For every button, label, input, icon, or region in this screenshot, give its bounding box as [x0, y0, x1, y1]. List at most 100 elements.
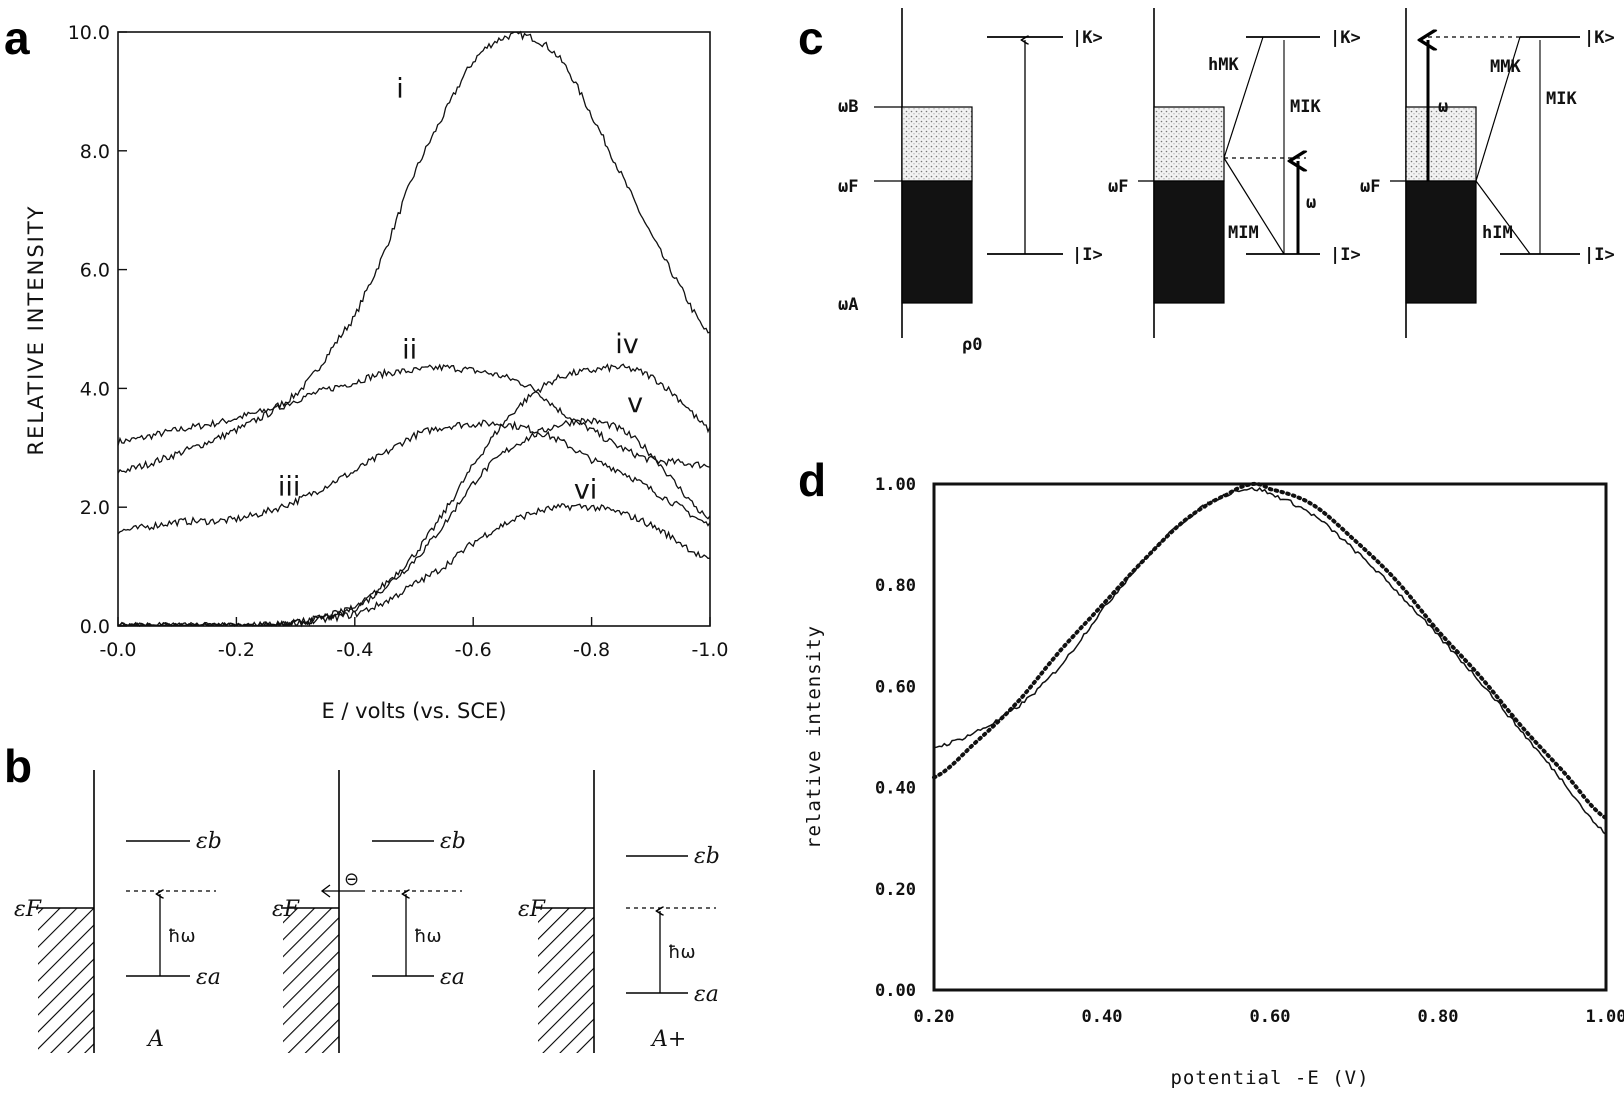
chart-a-xlabel: E / volts (vs. SCE): [321, 699, 506, 723]
state-K-label: |K>: [1584, 28, 1615, 48]
panel-label-b: b: [4, 740, 32, 792]
y-tick-label: 0.40: [875, 779, 916, 799]
state-label-A-plus: A+: [650, 1027, 686, 1052]
chart-a-x-ticks: -0.0 -0.2 -0.4 -0.6 -0.8 -1.0: [99, 617, 729, 661]
photon-label: ħω: [414, 926, 442, 947]
y-tick-label: 6.0: [80, 260, 110, 282]
y-tick-label: 8.0: [80, 141, 110, 163]
diagram-b-ion: εF εb ħω εa A+: [518, 770, 720, 1053]
curve-label-ii: ii: [402, 335, 417, 366]
curve-iii: [117, 419, 711, 535]
y-tick-label: 10.0: [68, 22, 110, 44]
y-tick-label: 0.00: [875, 981, 916, 1001]
x-tick-label: -0.8: [573, 639, 610, 661]
state-I-label: |I>: [1072, 245, 1103, 265]
curve-v: [118, 417, 711, 628]
omega-F-label: ωF: [1108, 177, 1128, 197]
x-tick-label: -1.0: [691, 639, 728, 661]
fermi-level-label: εF: [272, 897, 300, 922]
level-a-label: εa: [196, 965, 221, 990]
level-b-label: εb: [694, 844, 720, 869]
y-tick-label: 2.0: [80, 497, 110, 519]
h-MK-label: hMK: [1208, 55, 1239, 75]
state-I-label: |I>: [1584, 245, 1615, 265]
metal-hatch: [283, 908, 339, 1053]
diagram-b-neutral: εF εb ħω εa A: [14, 770, 222, 1053]
metal-hatch: [538, 908, 594, 1053]
state-K-label: |K>: [1330, 28, 1361, 48]
level-b-label: εb: [440, 829, 466, 854]
omega-B-label: ωB: [838, 97, 858, 117]
M-MK-label: MMK: [1490, 57, 1521, 77]
chart-d-ylabel: relative intensity: [803, 625, 825, 849]
y-tick-label: 4.0: [80, 378, 110, 400]
omega-label: ω: [1438, 97, 1448, 117]
rho-label: ρ0: [962, 335, 982, 355]
y-tick-label: 0.80: [875, 576, 916, 596]
omega-F-label: ωF: [838, 177, 858, 197]
level-a-label: εa: [440, 965, 465, 990]
curve-label-v: v: [627, 388, 643, 419]
level-a-label: εa: [694, 982, 719, 1007]
curve-label-i: i: [396, 73, 404, 104]
state-I-label: |I>: [1330, 245, 1361, 265]
panel-label-a: a: [4, 12, 30, 64]
omega-F-label: ωF: [1360, 177, 1380, 197]
chart-a-y-ticks: 0.0 2.0 4.0 6.0 8.0 10.0: [68, 22, 127, 638]
M-IK-label: MIK: [1290, 97, 1321, 117]
diagram-c: ωB ωF ωA ρ0 |K> |I> ωF hMK MIK MI: [838, 8, 1615, 355]
photon-label: ħω: [168, 926, 196, 947]
level-b-label: εb: [196, 829, 222, 854]
chart-d-xlabel: potential -E (V): [1170, 1067, 1369, 1089]
x-tick-label: -0.2: [218, 639, 255, 661]
y-tick-label: 0.0: [80, 616, 110, 638]
chart-a-ylabel: RELATIVE INTENSITY: [24, 205, 48, 456]
chart-d-frame: [932, 482, 1608, 992]
chart-a: 0.0 2.0 4.0 6.0 8.0 10.0 -0.0 -0.2 -0.4 -0.6 -0.8…: [24, 22, 729, 723]
x-tick-label: 0.60: [1250, 1007, 1291, 1027]
x-tick-label: -0.4: [336, 639, 373, 661]
chart-d: 0.00 0.20 0.40 0.60 0.80 1.00 0.20 0.40 0.60 0.8…: [803, 475, 1624, 1089]
chart-a-frame: [117, 31, 711, 627]
x-tick-label: 1.00: [1586, 1007, 1624, 1027]
panel-label-d: d: [798, 454, 826, 506]
M-IK-label: MIK: [1546, 89, 1577, 109]
curve-label-iv: iv: [615, 329, 639, 360]
M-IM-label: MIM: [1228, 223, 1259, 243]
fermi-level-label: εF: [518, 897, 546, 922]
curve-dotted: [932, 481, 1608, 820]
x-tick-label: 0.20: [914, 1007, 955, 1027]
chart-a-curves: [117, 30, 711, 628]
y-tick-label: 0.60: [875, 677, 916, 697]
fermi-level-label: εF: [14, 897, 42, 922]
diagram-c-3: ωF ω MMK MIK hIM |K> |I>: [1360, 8, 1615, 338]
curve-solid: [933, 486, 1607, 836]
omega-label: ω: [1306, 193, 1316, 213]
omega-A-label: ωA: [838, 295, 858, 315]
curve-label-iii: iii: [278, 471, 301, 502]
x-tick-label: -0.6: [455, 639, 492, 661]
diagram-b: εF εb ħω εa A εF εb ⊖ ħω εa: [14, 770, 720, 1053]
diagram-c-1: ωB ωF ωA ρ0 |K> |I>: [838, 8, 1103, 355]
metal-hatch: [38, 908, 94, 1053]
curve-i: [117, 30, 711, 446]
diagram-c-2: ωF hMK MIK MIM ω |K> |I>: [1108, 8, 1361, 338]
panel-label-c: c: [798, 12, 824, 64]
electron-icon: ⊖: [344, 869, 359, 890]
chart-d-y-ticks: 0.00 0.20 0.40 0.60 0.80 1.00: [875, 475, 916, 1001]
curve-label-vi: vi: [574, 474, 597, 505]
chart-d-x-ticks: 0.20 0.40 0.60 0.80 1.00: [914, 1007, 1624, 1027]
y-tick-label: 1.00: [875, 475, 916, 495]
curve-ii: [117, 363, 711, 474]
curve-vi: [117, 503, 711, 628]
photon-label: ħω: [668, 942, 696, 963]
x-tick-label: 0.80: [1418, 1007, 1459, 1027]
x-tick-label: -0.0: [99, 639, 136, 661]
chart-d-curves: [932, 481, 1608, 836]
h-IM-label: hIM: [1482, 223, 1513, 243]
y-tick-label: 0.20: [875, 880, 916, 900]
state-label-A: A: [146, 1027, 164, 1052]
x-tick-label: 0.40: [1082, 1007, 1123, 1027]
state-K-label: |K>: [1072, 28, 1103, 48]
